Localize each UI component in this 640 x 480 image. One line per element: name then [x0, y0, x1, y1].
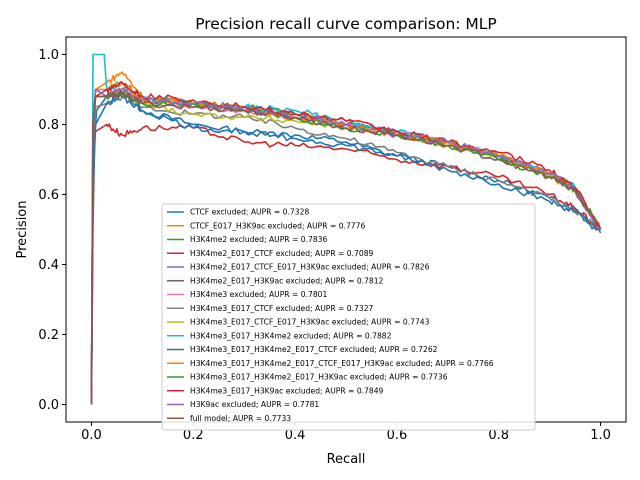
legend: CTCF excluded; AUPR = 0.7328 CTCF_E017_H3… [161, 203, 536, 431]
x-tick-label: 0.4 [285, 428, 306, 443]
legend-label: H3K4me3_E017_H3K4me2_E017_CTCF excluded;… [190, 345, 438, 354]
y-tick-label: 1.0 [38, 48, 59, 63]
legend-label: H3K4me3_E017_H3K4me2_E017_H3K9ac exclude… [190, 373, 448, 382]
chart-title: Precision recall curve comparison: MLP [195, 15, 497, 33]
legend-label: H3K4me3_E017_CTCF_E017_H3K9ac excluded; … [190, 318, 430, 327]
legend-box [161, 203, 536, 431]
y-tick-label: 0.8 [38, 118, 59, 133]
series-line [90, 87, 602, 405]
y-tick-label: 0.0 [38, 398, 59, 413]
x-tick-label: 0.2 [183, 428, 204, 443]
series-line [90, 81, 602, 405]
legend-label: CTCF_E017_H3K9ac excluded; AUPR = 0.7776 [190, 221, 365, 230]
y-axis: 0.0 0.2 0.4 0.6 0.8 1.0 [38, 48, 66, 413]
x-tick-label: 0.0 [81, 428, 102, 443]
y-tick-label: 0.2 [38, 328, 59, 343]
legend-label: H3K4me3_E017_H3K4me2 excluded; AUPR = 0.… [190, 331, 392, 340]
y-axis-label: Precision [15, 200, 30, 258]
x-tick-label: 0.6 [387, 428, 408, 443]
legend-label: H3K4me2 excluded; AUPR = 0.7836 [190, 235, 327, 244]
legend-label: H3K4me3 excluded; AUPR = 0.7801 [190, 290, 327, 299]
x-tick-label: 0.8 [488, 428, 509, 443]
series-line [90, 123, 601, 405]
legend-label: full model; AUPR = 0.7733 [190, 414, 291, 423]
series-line [90, 89, 602, 405]
legend-label: H3K4me2_E017_CTCF excluded; AUPR = 0.708… [190, 249, 374, 258]
series-layer [90, 53, 602, 405]
legend-label: H3K4me3_E017_H3K9ac excluded; AUPR = 0.7… [190, 386, 384, 395]
x-tick-label: 1.0 [590, 428, 611, 443]
legend-label: H3K4me2_E017_CTCF_E017_H3K9ac excluded; … [190, 263, 430, 272]
legend-label: H3K4me2_E017_H3K9ac excluded; AUPR = 0.7… [190, 276, 384, 285]
y-tick-label: 0.4 [38, 258, 59, 273]
legend-label: H3K9ac excluded; AUPR = 0.7781 [190, 400, 319, 409]
y-tick-label: 0.6 [38, 188, 59, 203]
series-line [90, 93, 602, 405]
legend-label: H3K4me3_E017_H3K4me2_E017_CTCF_E017_H3K9… [190, 359, 494, 368]
legend-label: H3K4me3_E017_CTCF excluded; AUPR = 0.732… [190, 304, 374, 313]
legend-label: CTCF excluded; AUPR = 0.7328 [190, 208, 309, 217]
x-axis-label: Recall [327, 452, 366, 467]
